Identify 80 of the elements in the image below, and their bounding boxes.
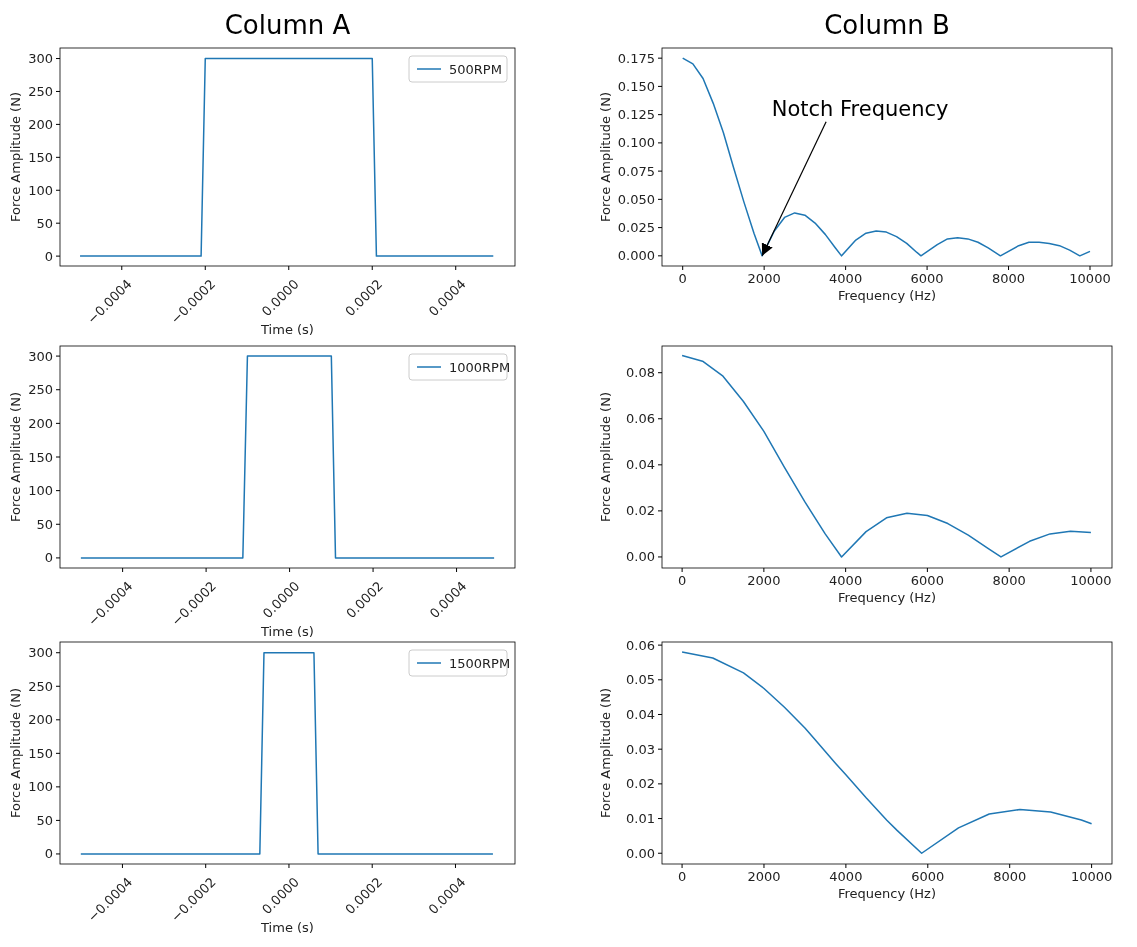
x-tick-label: 10000	[1070, 573, 1112, 588]
x-tick-label: 0	[678, 271, 687, 286]
y-tick-label: 150	[28, 449, 53, 465]
y-tick-label: 100	[28, 483, 53, 499]
y-tick-label: 0.04	[626, 707, 655, 722]
x-tick-label: 8000	[993, 869, 1027, 884]
x-tick-label: 4000	[829, 869, 863, 884]
y-tick-label: 0.06	[626, 637, 655, 653]
y-tick-label: 50	[36, 812, 53, 828]
y-tick-label: 200	[28, 415, 53, 431]
y-tick-label: 150	[28, 745, 53, 761]
legend-label: 500RPM	[449, 61, 502, 77]
x-tick-label: 4000	[829, 271, 863, 286]
y-axis-title: Force Amplitude (N)	[8, 392, 23, 522]
chart-title: Column B	[824, 10, 950, 40]
y-axis-title: Force Amplitude (N)	[8, 688, 23, 818]
y-tick-label: 0.04	[626, 457, 655, 473]
y-tick-label: 100	[28, 779, 53, 795]
y-tick-label: 0.075	[617, 163, 655, 179]
y-axis-title: Force Amplitude (N)	[598, 392, 613, 522]
y-axis-title: Force Amplitude (N)	[598, 92, 613, 222]
x-tick-label: 2000	[747, 869, 781, 884]
y-tick-label: 0.06	[626, 411, 655, 427]
y-tick-label: 0.025	[617, 220, 655, 236]
legend-label: 1000RPM	[449, 359, 511, 375]
x-tick-label: 0	[677, 869, 687, 884]
y-tick-label: 100	[28, 182, 53, 198]
y-tick-label: 200	[28, 116, 53, 132]
y-tick-label: 0.00	[626, 845, 655, 861]
y-tick-label: 300	[28, 51, 53, 67]
x-tick-label: 10000	[1070, 869, 1113, 884]
y-tick-label: 0	[44, 550, 53, 566]
y-tick-label: 0.01	[626, 811, 655, 827]
y-tick-label: 0.05	[626, 672, 655, 688]
x-axis-title: Frequency (Hz)	[837, 288, 937, 303]
x-tick-label: 2000	[747, 573, 781, 588]
x-axis-title: Time (s)	[260, 322, 314, 337]
y-tick-label: 150	[28, 149, 53, 165]
chart-title: Column A	[224, 10, 351, 40]
y-tick-label: 300	[28, 645, 53, 661]
y-tick-label: 0.000	[617, 248, 655, 264]
x-tick-label: 8000	[992, 573, 1026, 588]
line-series	[681, 354, 1092, 558]
line-series	[681, 651, 1093, 854]
line-series	[681, 57, 1091, 257]
y-tick-label: 200	[28, 712, 53, 728]
y-tick-label: 0.03	[626, 741, 655, 757]
y-tick-label: 0.08	[626, 365, 655, 381]
y-tick-label: 0.125	[617, 107, 655, 123]
y-tick-label: 0.02	[626, 776, 655, 792]
y-tick-label: 50	[36, 215, 53, 231]
y-tick-label: 0.175	[617, 50, 655, 66]
x-tick-label: 6000	[911, 869, 945, 884]
y-tick-label: 0.150	[617, 78, 655, 94]
x-tick-label: 8000	[992, 271, 1026, 286]
legend-label: 1500RPM	[449, 655, 511, 671]
y-tick-label: 250	[28, 382, 53, 398]
x-tick-label: 4000	[829, 573, 863, 588]
x-tick-label: 10000	[1069, 271, 1111, 286]
y-axis-title: Force Amplitude (N)	[8, 92, 23, 222]
x-tick-label: 6000	[910, 573, 944, 588]
y-tick-label: 300	[28, 348, 53, 364]
y-tick-label: 0	[44, 846, 53, 862]
y-tick-label: 250	[28, 678, 53, 694]
x-tick-label: 6000	[910, 271, 944, 286]
y-tick-label: 50	[36, 516, 53, 532]
y-tick-label: 0.100	[617, 135, 655, 151]
x-axis-title: Frequency (Hz)	[837, 590, 937, 605]
y-axis-title: Force Amplitude (N)	[598, 688, 613, 818]
annotation: Notch Frequency	[771, 96, 949, 121]
x-axis-title: Time (s)	[260, 624, 314, 639]
y-tick-label: 0.00	[626, 549, 655, 565]
x-tick-label: 2000	[747, 271, 781, 286]
y-tick-label: 0	[44, 248, 53, 264]
y-tick-label: 0.02	[626, 503, 655, 519]
y-tick-label: 250	[28, 83, 53, 99]
x-axis-title: Frequency (Hz)	[837, 886, 937, 901]
x-axis-title: Time (s)	[260, 920, 314, 935]
x-tick-label: 0	[677, 573, 687, 588]
y-tick-label: 0.050	[617, 191, 655, 207]
